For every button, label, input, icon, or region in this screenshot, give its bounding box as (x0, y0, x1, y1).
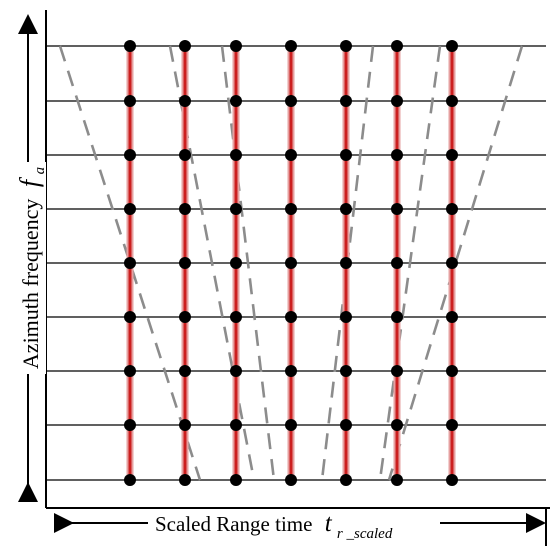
x-axis-symbol: t (325, 510, 333, 537)
grid-dot (391, 149, 403, 161)
grid-dot (230, 474, 242, 486)
grid-dot (285, 95, 297, 107)
grid-dot (340, 95, 352, 107)
grid-dot (446, 40, 458, 52)
grid-dot (230, 203, 242, 215)
grid-dots (124, 40, 458, 486)
y-axis-symbol: f (15, 176, 44, 187)
grid-dot (340, 149, 352, 161)
grid-dot (285, 257, 297, 269)
grid-dot (340, 203, 352, 215)
grid-dot (179, 95, 191, 107)
grid-dot (230, 40, 242, 52)
svg-text:Azimuth frequency f: Azimuth frequency f a (15, 167, 48, 369)
grid-dot (285, 365, 297, 377)
grid-dot (124, 40, 136, 52)
grid-dot (230, 149, 242, 161)
grid-dot (340, 419, 352, 431)
dashed-curve-line (378, 45, 442, 481)
grid-dot (340, 365, 352, 377)
grid-dot (179, 474, 191, 486)
grid-dot (391, 40, 403, 52)
grid-dot (124, 419, 136, 431)
grid-dot (179, 40, 191, 52)
grid-dot (230, 95, 242, 107)
grid-dot (285, 40, 297, 52)
grid-dot (340, 257, 352, 269)
dashed-curve-line (168, 45, 256, 481)
grid-dot (446, 149, 458, 161)
y-axis-symbol-sub: a (32, 167, 48, 175)
grid-dot (179, 149, 191, 161)
grid-dot (446, 419, 458, 431)
grid-dot (179, 419, 191, 431)
grid-dot (391, 95, 403, 107)
dashed-curve-line (387, 45, 524, 481)
dashed-curve-line (220, 45, 276, 481)
grid-dot (124, 95, 136, 107)
grid-dot (124, 365, 136, 377)
grid-dot (340, 474, 352, 486)
grid-dot (391, 419, 403, 431)
x-axis-symbol-sub: r _scaled (337, 526, 393, 542)
grid-dot (285, 474, 297, 486)
grid-dot (124, 149, 136, 161)
grid-dot (391, 365, 403, 377)
x-axis-label: Scaled Range time (155, 512, 312, 536)
grid-dot (446, 365, 458, 377)
grid-dot (446, 95, 458, 107)
grid-dot (285, 203, 297, 215)
grid-dot (446, 203, 458, 215)
grid-dot (285, 149, 297, 161)
grid-dot (179, 311, 191, 323)
grid-dot (446, 474, 458, 486)
grid-dot (230, 365, 242, 377)
grid-dot (124, 311, 136, 323)
grid-dot (285, 311, 297, 323)
grid-dot (391, 203, 403, 215)
grid-dot (230, 311, 242, 323)
grid-dot (124, 474, 136, 486)
grid-dot (340, 311, 352, 323)
grid-dot (391, 311, 403, 323)
grid-dot (446, 257, 458, 269)
grid-dot (179, 257, 191, 269)
grid-dot (285, 419, 297, 431)
grid-dot (124, 203, 136, 215)
y-axis-label: Azimuth frequency (18, 199, 43, 369)
grid-dot (230, 257, 242, 269)
grid-dot (179, 203, 191, 215)
grid-dot (124, 257, 136, 269)
grid-dot (340, 40, 352, 52)
grid-dot (391, 474, 403, 486)
svg-text:Scaled Range time t r: Scaled Range time t r _scaled (155, 510, 393, 542)
grid-dot (179, 365, 191, 377)
grid-dot (230, 419, 242, 431)
grid-dot (446, 311, 458, 323)
grid-dot (391, 257, 403, 269)
